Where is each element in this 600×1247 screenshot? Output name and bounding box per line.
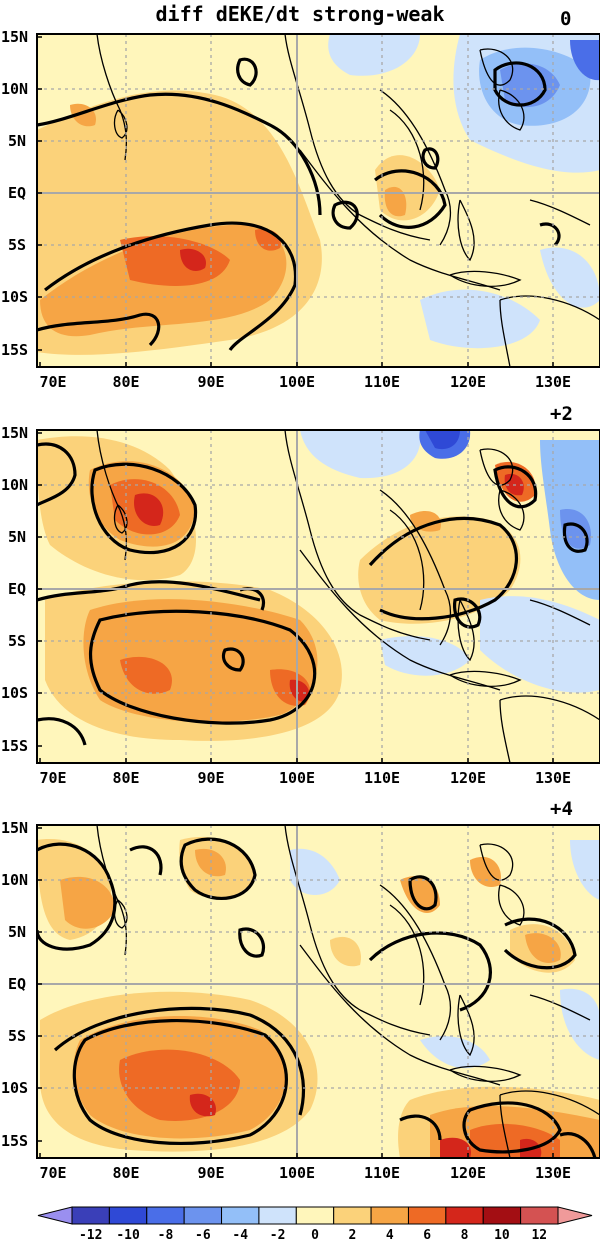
lon-label: 100E (279, 373, 315, 391)
lon-label: 80E (112, 1164, 139, 1182)
colorbar-label: 0 (311, 1228, 319, 1243)
lat-label: 10S (1, 288, 28, 306)
panel-3-coastlines (96, 825, 600, 1158)
colorbar-swatch (520, 1206, 559, 1225)
panel-3-shading (37, 825, 600, 1158)
colorbar-swatch (370, 1206, 409, 1225)
panel-1-lag-label: 0 (560, 8, 572, 30)
panel-3-lat-labels: 15N 10N 5N EQ 5S 10S 15S (1, 819, 28, 1150)
colorbar-swatch (482, 1206, 522, 1225)
colorbar-swatch (258, 1206, 297, 1225)
lat-label: 5N (8, 528, 26, 546)
lon-label: 90E (197, 1164, 224, 1182)
colorbar-label: -2 (270, 1228, 286, 1243)
lat-label: 15N (1, 424, 28, 442)
colorbar-swatch (108, 1206, 148, 1225)
lat-label: EQ (8, 580, 26, 598)
lon-label: 130E (535, 373, 571, 391)
lat-label: EQ (8, 184, 26, 202)
colorbar-swatch (183, 1206, 223, 1225)
lat-label: 5S (8, 632, 26, 650)
colorbar-label: -8 (158, 1228, 174, 1243)
lon-label: 80E (112, 769, 139, 787)
panel-1-lon-labels: 70E 80E 90E 100E 110E 120E 130E (39, 373, 571, 391)
colorbar-swatch (295, 1206, 335, 1225)
panel-1-ticks (37, 36, 554, 367)
lat-label: 15S (1, 1132, 28, 1150)
colorbar-label: -10 (116, 1228, 140, 1243)
colorbar-label: -12 (79, 1228, 102, 1243)
lat-label: 5N (8, 132, 26, 150)
lon-label: 70E (39, 769, 66, 787)
lat-label: 15S (1, 341, 28, 359)
lat-label: 15S (1, 737, 28, 755)
lon-label: 70E (39, 373, 66, 391)
panel-2-grid (36, 429, 600, 764)
colorbar-label: 10 (494, 1228, 510, 1243)
lat-label: 5S (8, 1027, 26, 1045)
panel-1-lat-labels: 15N 10N 5N EQ 5S 10S 15S (1, 28, 28, 359)
lat-label: 15N (1, 819, 28, 837)
lon-label: 130E (535, 1164, 571, 1182)
panel-1-grid (36, 33, 600, 368)
lon-label: 90E (197, 373, 224, 391)
lon-label: 100E (279, 769, 315, 787)
panel-2-coastlines (96, 430, 600, 763)
lat-label: 10S (1, 1079, 28, 1097)
colorbar: -12 -10 -8 -6 -4 -2 0 2 4 6 8 10 12 (37, 1206, 593, 1243)
colorbar-label: 6 (423, 1228, 431, 1243)
colorbar-label: 4 (386, 1228, 394, 1243)
panel-3-contours (37, 837, 597, 1158)
colorbar-label: 8 (461, 1228, 469, 1243)
colorbar-label: -4 (232, 1228, 248, 1243)
lon-label: 120E (450, 1164, 486, 1182)
panel-3-grid (36, 824, 600, 1159)
lon-label: 100E (279, 1164, 315, 1182)
figure-title: diff dEKE/dt strong-weak (155, 2, 445, 26)
lon-label: 90E (197, 769, 224, 787)
lat-label: 5N (8, 923, 26, 941)
colorbar-swatch (221, 1206, 260, 1225)
panel-2-contours (37, 442, 589, 746)
panel-2-map: 15N 10N 5N EQ 5S 10S 15S 70E 80E 90E 100… (1, 424, 600, 787)
lon-label: 110E (364, 769, 400, 787)
lon-label: 130E (535, 769, 571, 787)
panel-2-lon-labels: 70E 80E 90E 100E 110E 120E 130E (39, 769, 571, 787)
lat-label: 15N (1, 28, 28, 46)
panel-1-map: 15N 10N 5N EQ 5S 10S 15S 70E 80E 90E 100… (1, 28, 600, 391)
colorbar-label: 12 (531, 1228, 547, 1243)
lon-label: 110E (364, 373, 400, 391)
colorbar-label: 2 (348, 1228, 356, 1243)
lon-label: 70E (39, 1164, 66, 1182)
panel-2-shading (37, 430, 600, 763)
colorbar-swatch (71, 1206, 110, 1225)
lat-label: 10N (1, 80, 28, 98)
panel-2-lat-labels: 15N 10N 5N EQ 5S 10S 15S (1, 424, 28, 755)
panel-2-ticks (37, 432, 554, 763)
panel-3-lon-labels: 70E 80E 90E 100E 110E 120E 130E (39, 1164, 571, 1182)
lat-label: EQ (8, 975, 26, 993)
panel-3-ticks (37, 827, 554, 1158)
lon-label: 120E (450, 373, 486, 391)
panel-3-map: 15N 10N 5N EQ 5S 10S 15S 70E 80E 90E 100… (1, 819, 600, 1182)
lat-label: 10N (1, 871, 28, 889)
panel-1-contours (37, 57, 561, 351)
panel-3-lag-label: +4 (550, 798, 573, 820)
colorbar-swatch (146, 1206, 185, 1225)
colorbar-arrow-high (557, 1206, 593, 1225)
colorbar-arrow-low (37, 1206, 73, 1225)
lon-label: 80E (112, 373, 139, 391)
colorbar-swatch (333, 1206, 372, 1225)
lon-label: 110E (364, 1164, 400, 1182)
lat-label: 10S (1, 684, 28, 702)
colorbar-swatch (445, 1206, 484, 1225)
panel-2-lag-label: +2 (550, 403, 573, 425)
colorbar-label: -6 (195, 1228, 211, 1243)
lat-label: 5S (8, 236, 26, 254)
colorbar-swatch (407, 1206, 447, 1225)
lat-label: 10N (1, 476, 28, 494)
lon-label: 120E (450, 769, 486, 787)
